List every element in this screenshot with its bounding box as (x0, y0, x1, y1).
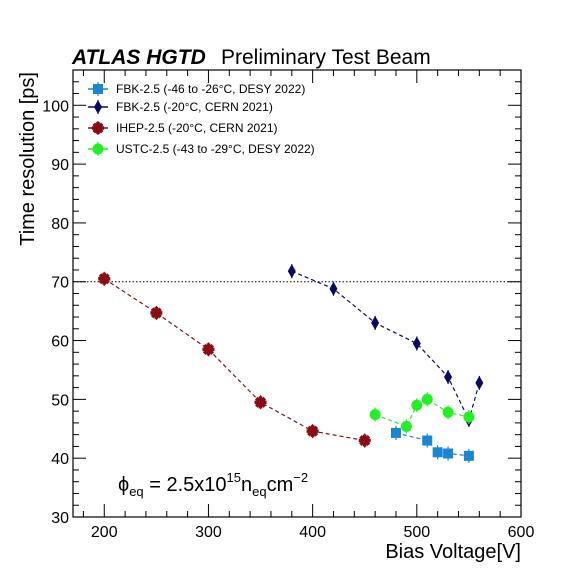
data-point (390, 427, 401, 438)
data-point (443, 448, 454, 459)
x-tick-label: 300 (195, 524, 222, 541)
x-tick-label: 600 (508, 524, 535, 541)
data-point (369, 409, 381, 421)
series-3 (369, 392, 475, 434)
y-tick-label: 30 (51, 510, 69, 527)
legend-label: FBK-2.5 (-46 to -26°C, DESY 2022) (116, 82, 305, 96)
data-point (411, 399, 423, 411)
data-point (444, 370, 453, 385)
marker-arm (150, 307, 162, 319)
fluence-exponent: 15 (227, 470, 241, 485)
series-line (291, 270, 480, 422)
data-point (202, 343, 215, 356)
legend-marker (92, 143, 104, 155)
series-line (374, 398, 470, 428)
legend-marker (92, 122, 104, 134)
chart-subtitle: Preliminary Test Beam (221, 46, 431, 69)
series-2 (98, 271, 371, 448)
legend-entry-1: FBK-2.5 (-20°C, CERN 2021) (88, 100, 273, 114)
y-tick-label: 60 (51, 334, 69, 351)
data-point (463, 411, 475, 423)
data-point (254, 396, 267, 409)
neq-subscript: eq (252, 484, 266, 499)
phi-subscript: eq (129, 484, 143, 499)
legend-entry-0: FBK-2.5 (-46 to -26°C, DESY 2022) (88, 82, 305, 96)
legend-label: IHEP-2.5 (-20°C, CERN 2021) (116, 121, 278, 135)
marker-arm (307, 425, 319, 437)
legend-marker (93, 84, 103, 94)
legend-label: FBK-2.5 (-20°C, CERN 2021) (116, 100, 273, 114)
data-point (287, 264, 296, 279)
y-tick-label: 90 (51, 157, 69, 174)
marker-arm (255, 396, 267, 408)
axes-layer: 200 300 400 500 600 30 40 50 60 70 80 90 100 (42, 69, 535, 541)
marker-arm (359, 435, 371, 447)
neq-symbol: n (241, 474, 252, 496)
fluence-annotation: ϕeq = 2.5x1015neqcm−2 (118, 470, 308, 499)
series-layer (98, 264, 484, 463)
data-point (463, 450, 474, 461)
fluence-value: = 2.5x10 (144, 474, 227, 496)
unit-exponent: −2 (293, 470, 308, 485)
plot-frame (72, 69, 522, 518)
legend-entry-2: IHEP-2.5 (-20°C, CERN 2021) (88, 121, 278, 135)
y-tick-label: 50 (51, 392, 69, 409)
data-point (371, 315, 380, 330)
unit-cm: cm (267, 474, 294, 496)
experiment-label: ATLAS HGTD (71, 46, 206, 69)
series-line (103, 278, 365, 442)
series-1 (287, 264, 484, 427)
marker-arm (92, 122, 104, 134)
phi-symbol: ϕ (118, 474, 129, 496)
data-point (442, 406, 454, 418)
data-point (150, 306, 163, 319)
x-tick-label: 400 (299, 524, 326, 541)
data-point (422, 435, 433, 446)
data-point (421, 393, 433, 405)
data-point (358, 434, 371, 447)
legend: FBK-2.5 (-46 to -26°C, DESY 2022) FBK-2.5… (88, 82, 315, 156)
data-point (98, 272, 111, 285)
marker-arm (202, 343, 214, 355)
y-axis-label: Time resolution [ps] (17, 72, 39, 246)
series-0 (390, 425, 474, 463)
y-tick-label: 70 (51, 275, 69, 292)
y-tick-label: 40 (51, 451, 69, 468)
legend-marker (94, 100, 102, 114)
legend-entry-3: USTC-2.5 (-43 to -29°C, DESY 2022) (88, 142, 315, 156)
data-point (329, 281, 338, 296)
x-tick-label: 500 (403, 524, 430, 541)
y-tick-label: 100 (42, 98, 69, 115)
x-tick-label: 200 (91, 524, 118, 541)
data-point (432, 447, 443, 458)
data-point (412, 336, 421, 351)
y-tick-label: 80 (51, 216, 69, 233)
x-axis-label: Bias Voltage[V] (385, 541, 521, 563)
marker-arm (98, 273, 110, 285)
data-point (306, 425, 319, 438)
data-point (400, 420, 412, 432)
data-point (475, 375, 484, 390)
legend-label: USTC-2.5 (-43 to -29°C, DESY 2022) (116, 142, 315, 156)
series-line (395, 432, 469, 457)
